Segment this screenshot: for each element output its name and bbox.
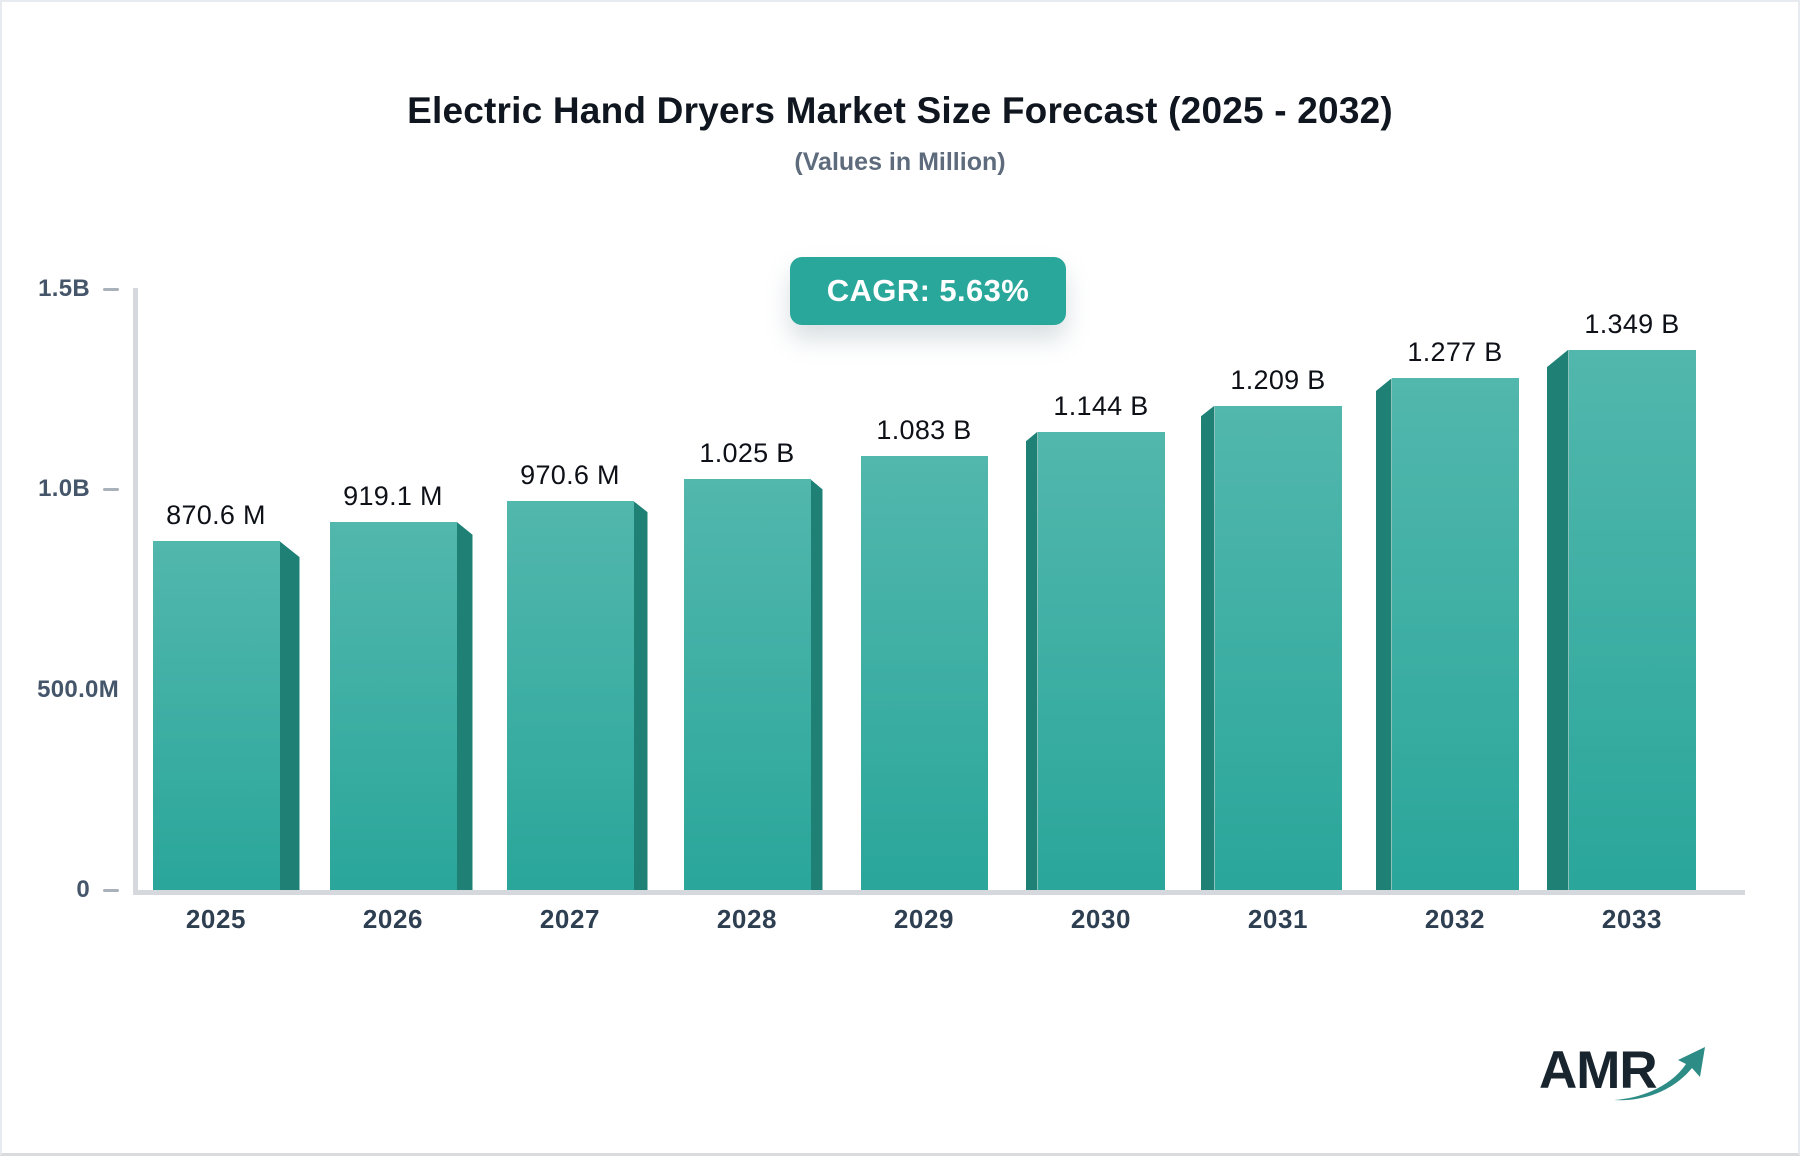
bar-2026-3d-side (456, 521, 473, 890)
bar-value-label-2026: 919.1 M (343, 480, 443, 511)
chart-subtitle: (Values in Million) (794, 148, 1006, 176)
x-axis-label-2026: 2026 (362, 904, 424, 934)
y-tick-dash (103, 487, 119, 491)
x-axis-label-2033: 2033 (1601, 904, 1663, 934)
x-axis-label-2028: 2028 (716, 904, 778, 934)
x-axis-label-2031: 2031 (1247, 904, 1309, 934)
y-tick-500.0M: 500.0M (2, 675, 119, 705)
growth-arrow-icon (1614, 1047, 1705, 1101)
bar-value-label-2025: 870.6 M (166, 500, 266, 531)
x-axis-label-2032: 2032 (1424, 904, 1486, 934)
bar-value-label-2033: 1.349 B (1584, 308, 1680, 339)
cagr-badge-label: CAGR: 5.63% (826, 273, 1030, 308)
y-tick-0: 0 (2, 875, 119, 905)
y-tick-label: 1.0B (38, 475, 90, 503)
y-tick-label: 1.5B (38, 275, 90, 302)
x-axis-line (133, 890, 1745, 895)
y-axis-line (133, 288, 138, 895)
bar-value-label-2029: 1.083 B (876, 415, 972, 446)
bar-2029 (860, 456, 988, 890)
bar-2028-3d-side (810, 479, 823, 890)
y-tick-label: 0 (76, 876, 90, 903)
bar-2025 (152, 541, 280, 890)
x-axis-label-2029: 2029 (893, 904, 955, 934)
x-axis-label-2027: 2027 (539, 904, 601, 934)
y-tick-1.5B: 1.5B (2, 274, 119, 304)
bar-value-label-2028: 1.025 B (699, 438, 795, 469)
bar-2033 (1568, 349, 1696, 890)
x-axis-label-2030: 2030 (1070, 904, 1132, 934)
chart-title: Electric Hand Dryers Market Size Forecas… (407, 90, 1393, 131)
bar-2033-3d-side (1546, 349, 1569, 890)
bar-2032-3d-side (1375, 378, 1392, 890)
amr-logo: AMR (1539, 1040, 1739, 1120)
bar-2027 (506, 501, 634, 890)
bar-2032 (1391, 378, 1519, 890)
bar-value-label-2032: 1.277 B (1407, 337, 1503, 368)
bar-value-label-2030: 1.144 B (1053, 390, 1149, 421)
bar-2027-3d-side (633, 501, 648, 890)
y-tick-dash (103, 287, 119, 291)
y-tick-label: 500.0M (37, 675, 119, 703)
bar-value-label-2031: 1.209 B (1230, 364, 1326, 395)
amr-logo-text: AMR (1539, 1041, 1658, 1100)
y-tick-1.0B: 1.0B (2, 474, 119, 504)
y-tick-dash (103, 888, 119, 892)
bar-2030 (1037, 431, 1165, 890)
x-axis-label-2025: 2025 (185, 904, 247, 934)
bar-2028 (683, 479, 811, 890)
bar-value-label-2027: 970.6 M (520, 460, 620, 491)
bar-2031-3d-side (1200, 405, 1215, 890)
cagr-badge: CAGR: 5.63% (790, 257, 1066, 325)
bar-2031 (1214, 405, 1342, 890)
bar-2026 (329, 521, 457, 890)
bar-2025-3d-side (279, 541, 300, 890)
bar-2030-3d-side (1025, 431, 1038, 890)
